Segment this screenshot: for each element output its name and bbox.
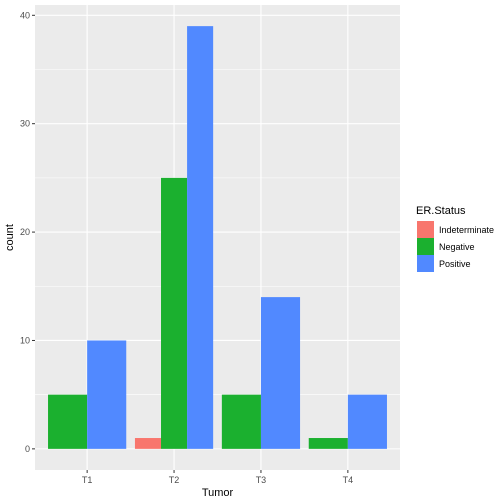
y-tick-label: 40 [20,10,30,20]
bar-positive-t2 [187,26,214,449]
bar-positive-t1 [87,340,127,449]
x-tick-label: T2 [169,475,180,485]
legend-label-positive: Positive [439,259,471,269]
bar-positive-t4 [347,394,387,449]
y-axis: 0 10 20 30 40 [20,10,35,454]
legend: ER.Status Indeterminate Negative Positive [416,205,494,272]
bar-negative-t3 [221,394,261,449]
x-tick-label: T1 [82,475,93,485]
legend-key-negative [417,238,434,255]
y-tick-label: 10 [20,335,30,345]
x-tick-label: T3 [256,475,267,485]
bar-negative-t2 [161,177,188,449]
bar-indeterminate-t2 [134,438,162,449]
legend-title: ER.Status [416,205,466,217]
bars [48,26,387,449]
x-axis: T1 T2 T3 T4 [82,470,353,485]
legend-key-positive [417,255,434,272]
legend-label-negative: Negative [439,242,475,252]
bar-negative-t1 [48,394,88,449]
y-axis-title: count [4,224,16,251]
x-tick-label: T4 [343,475,354,485]
y-tick-label: 20 [20,227,30,237]
legend-key-indeterminate [417,221,434,238]
bar-positive-t3 [260,297,301,449]
legend-label-indeterminate: Indeterminate [439,225,494,235]
x-axis-title: Tumor [202,487,234,499]
bar-negative-t4 [308,438,348,449]
y-tick-label: 0 [25,444,30,454]
y-tick-label: 30 [20,119,30,129]
